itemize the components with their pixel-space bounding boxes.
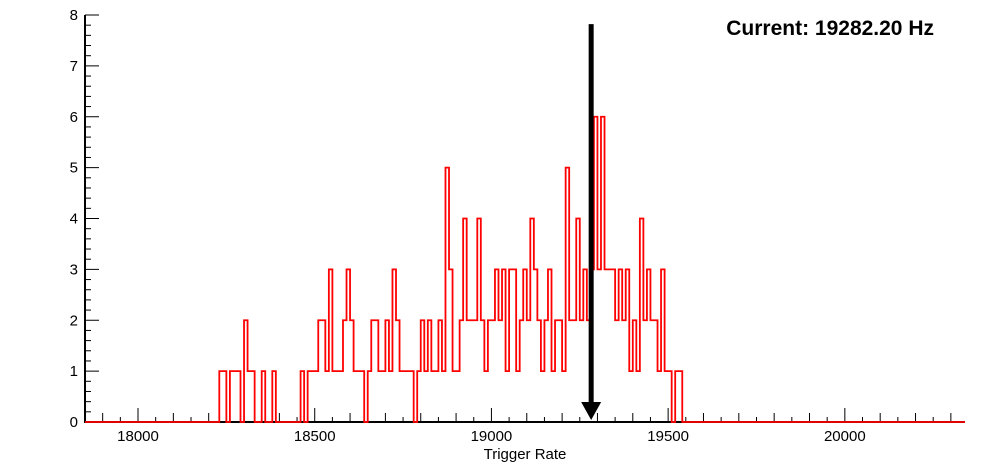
svg-text:19000: 19000	[471, 428, 513, 445]
svg-text:3: 3	[70, 261, 78, 278]
svg-text:7: 7	[70, 58, 78, 75]
svg-text:4: 4	[70, 211, 78, 228]
current-rate-label: Current: 19282.20 Hz	[726, 17, 934, 40]
svg-text:19500: 19500	[647, 428, 689, 445]
axes	[84, 15, 965, 423]
x-ticks	[84, 408, 952, 422]
svg-text:2: 2	[70, 312, 78, 329]
current-arrow	[581, 24, 602, 420]
histogram-line	[85, 115, 965, 423]
svg-text:0: 0	[70, 414, 78, 431]
svg-text:8: 8	[70, 7, 78, 24]
svg-text:6: 6	[70, 109, 78, 126]
y-ticks	[85, 14, 99, 423]
svg-text:5: 5	[70, 160, 78, 177]
svg-text:18000: 18000	[117, 428, 159, 445]
y-tick-labels: 0 1 2 3 4 5 6 7 8	[70, 7, 78, 431]
svg-text:1: 1	[70, 363, 78, 380]
x-axis-title: Trigger Rate	[483, 446, 567, 463]
svg-text:18500: 18500	[294, 428, 336, 445]
svg-text:20000: 20000	[824, 428, 866, 445]
arrowhead-icon	[581, 402, 602, 420]
x-tick-labels: 18000 18500 19000 19500 20000	[117, 428, 866, 445]
